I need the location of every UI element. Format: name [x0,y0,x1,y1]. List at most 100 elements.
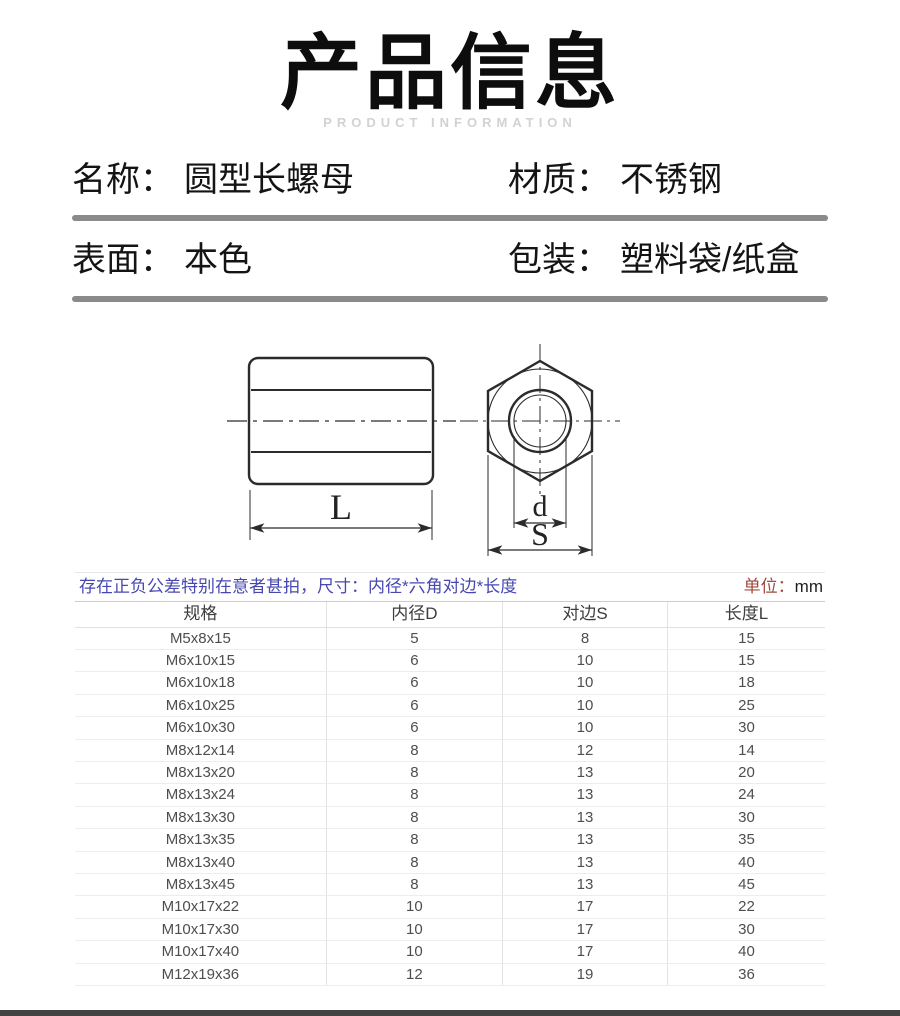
col-header-spec: 规格 [75,601,327,628]
info-item-material: 材质： 不锈钢 [450,160,828,201]
spec-cell: 30 [667,918,825,942]
page-subtitle: PRODUCT INFORMATION [323,114,577,130]
spec-cell: M6x10x25 [75,694,327,718]
table-note-row: 存在正负公差特别在意者甚拍，尺寸：内径*六角对边*长度 单位：mm [75,572,825,602]
spec-cell: 36 [667,963,825,987]
spec-cell: M6x10x15 [75,649,327,673]
spec-cell: 13 [502,761,668,785]
spec-cell: 17 [502,940,668,964]
spec-cell: 13 [502,783,668,807]
front-view [460,344,620,557]
technical-drawing: L d S [0,318,900,568]
info-item-packaging: 包装： 塑料袋/纸盒 [450,240,828,281]
divider [72,215,828,222]
spec-cell: 45 [667,873,825,897]
spec-cell: 10 [502,649,668,673]
tolerance-note: 存在正负公差特别在意者甚拍，尺寸：内径*六角对边*长度 [79,577,518,597]
spec-cell: 10 [326,918,504,942]
dim-label-flats: S [531,516,549,552]
spec-cell: 8 [326,761,504,785]
spec-row: M10x17x40 10 17 40 [75,940,825,964]
spec-cell: 17 [502,895,668,919]
page-header: 产品信息 PRODUCT INFORMATION [0,0,900,130]
spec-cell: 13 [502,851,668,875]
spec-section: 存在正负公差特别在意者甚拍，尺寸：内径*六角对边*长度 单位：mm 规格 内径D… [75,572,825,987]
spec-cell: 15 [667,627,825,650]
unit-label: 单位： [743,577,795,597]
spec-cell: 6 [326,649,504,673]
spec-cell: 10 [326,895,504,919]
spec-row: M8x13x40 8 13 40 [75,851,825,875]
spec-row: M5x8x15 5 8 15 [75,627,825,650]
spec-table: 规格 内径D 对边S 长度L M5x8x15 5 8 15 M6x10x15 6 10 15 M… [75,601,825,987]
spec-cell: 8 [326,851,504,875]
spec-cell: 6 [326,671,504,695]
spec-cell: 6 [326,694,504,718]
spec-cell: M8x13x30 [75,806,327,830]
spec-cell: 10 [502,671,668,695]
bottom-section-edge [0,1010,900,1016]
spec-row: M6x10x15 6 10 15 [75,649,825,673]
spec-row: M6x10x18 6 10 18 [75,671,825,695]
info-label: 包装： [508,241,610,280]
spec-cell: 25 [667,694,825,718]
spec-cell: 14 [667,739,825,762]
spec-row: M8x13x20 8 13 20 [75,761,825,785]
spec-cell: M8x13x40 [75,851,327,875]
spec-cell: M6x10x30 [75,716,327,740]
spec-cell: 10 [502,694,668,718]
spec-cell: 6 [326,716,504,740]
info-row-1: 名称： 圆型长螺母 材质： 不锈钢 [72,160,828,201]
info-row-2: 表面： 本色 包装： 塑料袋/纸盒 [72,240,828,281]
info-label: 材质： [508,160,610,199]
spec-cell: M8x12x14 [75,739,327,762]
spec-cell: 35 [667,828,825,852]
spec-cell: 8 [326,873,504,897]
divider [72,296,828,303]
info-item-surface: 表面： 本色 [72,240,450,281]
spec-cell: 17 [502,918,668,942]
spec-cell: M10x17x40 [75,940,327,964]
spec-cell: M8x13x20 [75,761,327,785]
spec-header-row: 规格 内径D 对边S 长度L [75,601,825,628]
info-value: 圆型长螺母 [184,160,354,199]
spec-cell: 8 [326,739,504,762]
spec-cell: 40 [667,940,825,964]
spec-row: M10x17x30 10 17 30 [75,918,825,942]
spec-cell: 40 [667,851,825,875]
spec-cell: M12x19x36 [75,963,327,987]
col-header-flats-s: 对边S [502,601,668,628]
spec-cell: M10x17x30 [75,918,327,942]
spec-row: M8x12x14 8 12 14 [75,739,825,762]
unit-note: 单位：mm [744,577,823,597]
spec-cell: 5 [326,627,504,650]
spec-cell: 22 [667,895,825,919]
spec-cell: 12 [326,963,504,987]
spec-cell: 30 [667,806,825,830]
spec-cell: M6x10x18 [75,671,327,695]
spec-row: M6x10x30 6 10 30 [75,716,825,740]
spec-table-head: 规格 内径D 对边S 长度L [75,601,825,628]
spec-cell: M10x17x22 [75,895,327,919]
spec-cell: 19 [502,963,668,987]
info-value: 本色 [184,241,252,280]
spec-row: M8x13x30 8 13 30 [75,806,825,830]
info-value: 塑料袋/纸盒 [620,241,800,280]
spec-cell: 10 [326,940,504,964]
spec-cell: M8x13x24 [75,783,327,807]
dim-label-diameter: d [533,490,548,523]
info-value: 不锈钢 [620,160,722,199]
spec-cell: 20 [667,761,825,785]
spec-cell: 8 [502,627,668,650]
info-label: 名称： [72,160,174,199]
unit-value: mm [794,577,823,597]
info-item-name: 名称： 圆型长螺母 [72,160,450,201]
spec-cell: 8 [326,806,504,830]
product-info: 名称： 圆型长螺母 材质： 不锈钢 表面： 本色 包装： 塑料袋/纸盒 [72,160,828,303]
spec-cell: 18 [667,671,825,695]
spec-cell: M8x13x45 [75,873,327,897]
spec-cell: 8 [326,828,504,852]
spec-cell: M5x8x15 [75,627,327,650]
spec-row: M6x10x25 6 10 25 [75,694,825,718]
spec-cell: 13 [502,828,668,852]
